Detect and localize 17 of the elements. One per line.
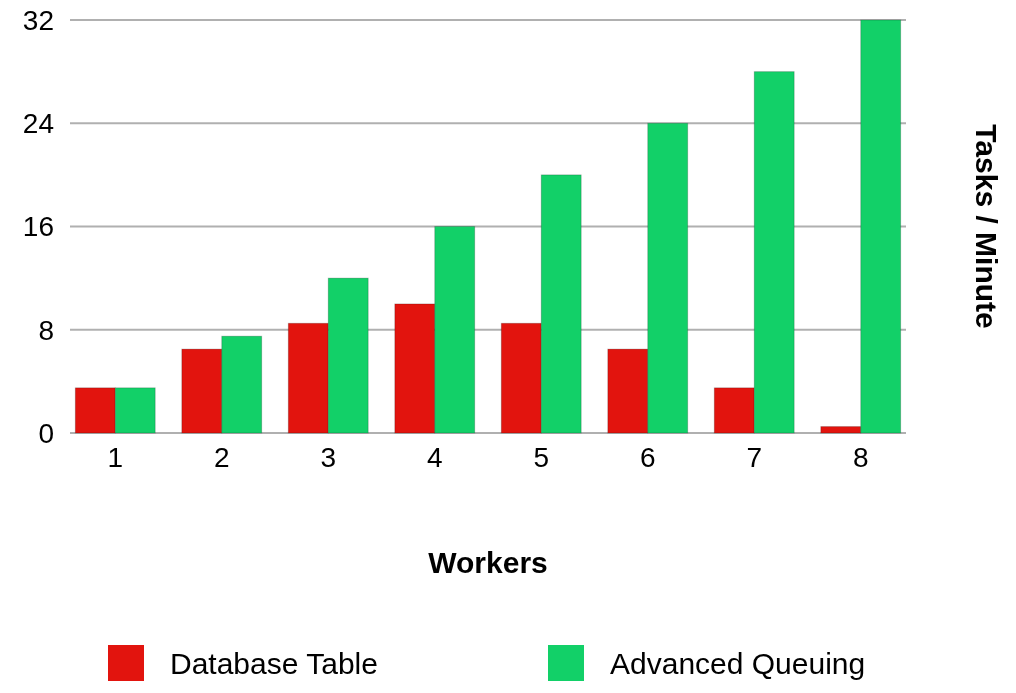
- y-tick-label: 16: [22, 211, 54, 243]
- x-tick-label: 5: [533, 442, 550, 473]
- y-tick-label: 8: [38, 314, 54, 346]
- legend-label: Advanced Queuing: [610, 646, 866, 680]
- x-tick-label: 4: [426, 442, 443, 473]
- x-tick-label: 1: [107, 442, 124, 473]
- y-tick-label: 24: [22, 108, 54, 140]
- legend-label: Database Table: [170, 646, 378, 680]
- x-tick-label: 2: [213, 442, 230, 473]
- y-tick-label: 32: [22, 4, 54, 36]
- x-tick-label: 8: [852, 442, 869, 473]
- y-tick-label: 0: [38, 417, 54, 449]
- x-tick-label: 7: [746, 442, 763, 473]
- x-axis-title: Workers: [428, 546, 548, 579]
- x-tick-label: 3: [320, 442, 337, 473]
- x-tick-label: 6: [639, 442, 656, 473]
- y-axis-title: Tasks / Minute: [970, 124, 1003, 329]
